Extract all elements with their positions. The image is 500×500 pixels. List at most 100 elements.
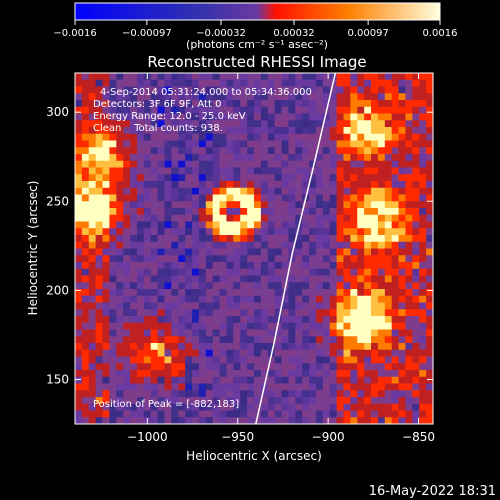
heatmap-cell <box>240 390 248 398</box>
heatmap-cell <box>357 154 365 162</box>
heatmap-cell <box>178 309 186 317</box>
heatmap-cell <box>109 397 117 405</box>
heatmap-cell <box>81 194 90 202</box>
heatmap-cell <box>178 390 186 398</box>
heatmap-cell <box>315 201 324 209</box>
heatmap-cell <box>205 390 214 398</box>
heatmap-cell <box>109 363 117 371</box>
heatmap-cell <box>364 255 372 263</box>
heatmap-cell <box>419 208 427 216</box>
heatmap-cell <box>329 336 338 344</box>
heatmap-cell <box>109 167 117 175</box>
heatmap-cell <box>419 228 427 236</box>
heatmap-cell <box>260 397 269 405</box>
heatmap-cell <box>426 289 433 297</box>
heatmap-cell <box>130 336 138 344</box>
heatmap-cell <box>75 275 83 283</box>
heatmap-cell <box>329 403 338 411</box>
heatmap-cell <box>343 316 351 324</box>
heatmap-cell <box>254 214 262 222</box>
heatmap-cell <box>102 73 110 81</box>
heatmap-cell <box>226 147 234 155</box>
heatmap-cell <box>329 133 338 141</box>
heatmap-cell <box>233 255 241 263</box>
heatmap-cell <box>315 336 324 344</box>
heatmap-cell <box>247 248 255 256</box>
heatmap-cell <box>157 268 165 276</box>
heatmap-cell <box>212 160 220 168</box>
heatmap-cell <box>267 106 276 114</box>
heatmap-cell <box>419 255 427 263</box>
heatmap-cell <box>185 160 193 168</box>
heatmap-cell <box>295 410 303 418</box>
heatmap-cell <box>274 255 282 263</box>
heatmap-cell <box>205 403 214 411</box>
heatmap-cell <box>281 194 289 202</box>
heatmap-cell <box>198 349 207 357</box>
heatmap-cell <box>302 336 310 344</box>
heatmap-cell <box>343 268 351 276</box>
heatmap-cell <box>88 228 97 236</box>
heatmap-cell <box>315 79 324 87</box>
heatmap-cell <box>377 140 386 148</box>
heatmap-cell <box>116 167 124 175</box>
heatmap-cell <box>75 349 83 357</box>
heatmap-cell <box>109 120 117 128</box>
heatmap-cell <box>309 295 317 303</box>
heatmap-cell <box>343 295 351 303</box>
heatmap-cell <box>350 86 358 94</box>
heatmap-cell <box>130 181 138 189</box>
heatmap-cell <box>364 397 372 405</box>
heatmap-cell <box>192 356 200 364</box>
heatmap-cell <box>157 167 165 175</box>
heatmap-cell <box>329 295 338 303</box>
heatmap-cell <box>412 343 420 351</box>
heatmap-cell <box>426 282 433 290</box>
heatmap-cell <box>192 383 200 391</box>
heatmap-cell <box>171 228 179 236</box>
heatmap-cell <box>247 214 255 222</box>
heatmap-cell <box>123 113 131 121</box>
heatmap-cell <box>192 255 200 263</box>
heatmap-cell <box>302 403 310 411</box>
heatmap-cell <box>350 376 358 384</box>
heatmap-cell <box>102 181 110 189</box>
heatmap-cell <box>295 397 303 405</box>
heatmap-cell <box>426 100 433 108</box>
heatmap-cell <box>233 79 241 87</box>
heatmap-cell <box>164 316 172 324</box>
heatmap-cell <box>419 383 427 391</box>
heatmap-cell <box>102 133 110 141</box>
heatmap-cell <box>405 93 413 101</box>
heatmap-cell <box>164 167 172 175</box>
heatmap-cell <box>364 160 372 168</box>
heatmap-cell <box>309 397 317 405</box>
heatmap-cell <box>109 127 117 135</box>
heatmap-cell <box>81 181 90 189</box>
heatmap-cell <box>426 410 433 418</box>
heatmap-cell <box>247 154 255 162</box>
heatmap-cell <box>130 235 138 243</box>
heatmap-cell <box>75 376 83 384</box>
heatmap-cell <box>254 120 262 128</box>
heatmap-cell <box>212 181 220 189</box>
heatmap-cell <box>391 194 399 202</box>
heatmap-cell <box>274 349 282 357</box>
heatmap-cell <box>116 147 124 155</box>
colorbar-tick-label: 0.00032 <box>273 28 314 39</box>
heatmap-cell <box>88 248 97 256</box>
heatmap-cell <box>384 248 393 256</box>
heatmap-cell <box>226 397 234 405</box>
heatmap-cell <box>426 241 433 249</box>
heatmap-cell <box>185 403 193 411</box>
heatmap-cell <box>295 255 303 263</box>
heatmap-cell <box>254 417 262 424</box>
heatmap-cell <box>377 268 386 276</box>
heatmap-cell <box>150 397 159 405</box>
heatmap-cell <box>357 79 365 87</box>
heatmap-cell <box>295 248 303 256</box>
heatmap-cell <box>267 194 276 202</box>
heatmap-cell <box>426 140 433 148</box>
heatmap-cell <box>357 349 365 357</box>
heatmap-cell <box>212 403 220 411</box>
